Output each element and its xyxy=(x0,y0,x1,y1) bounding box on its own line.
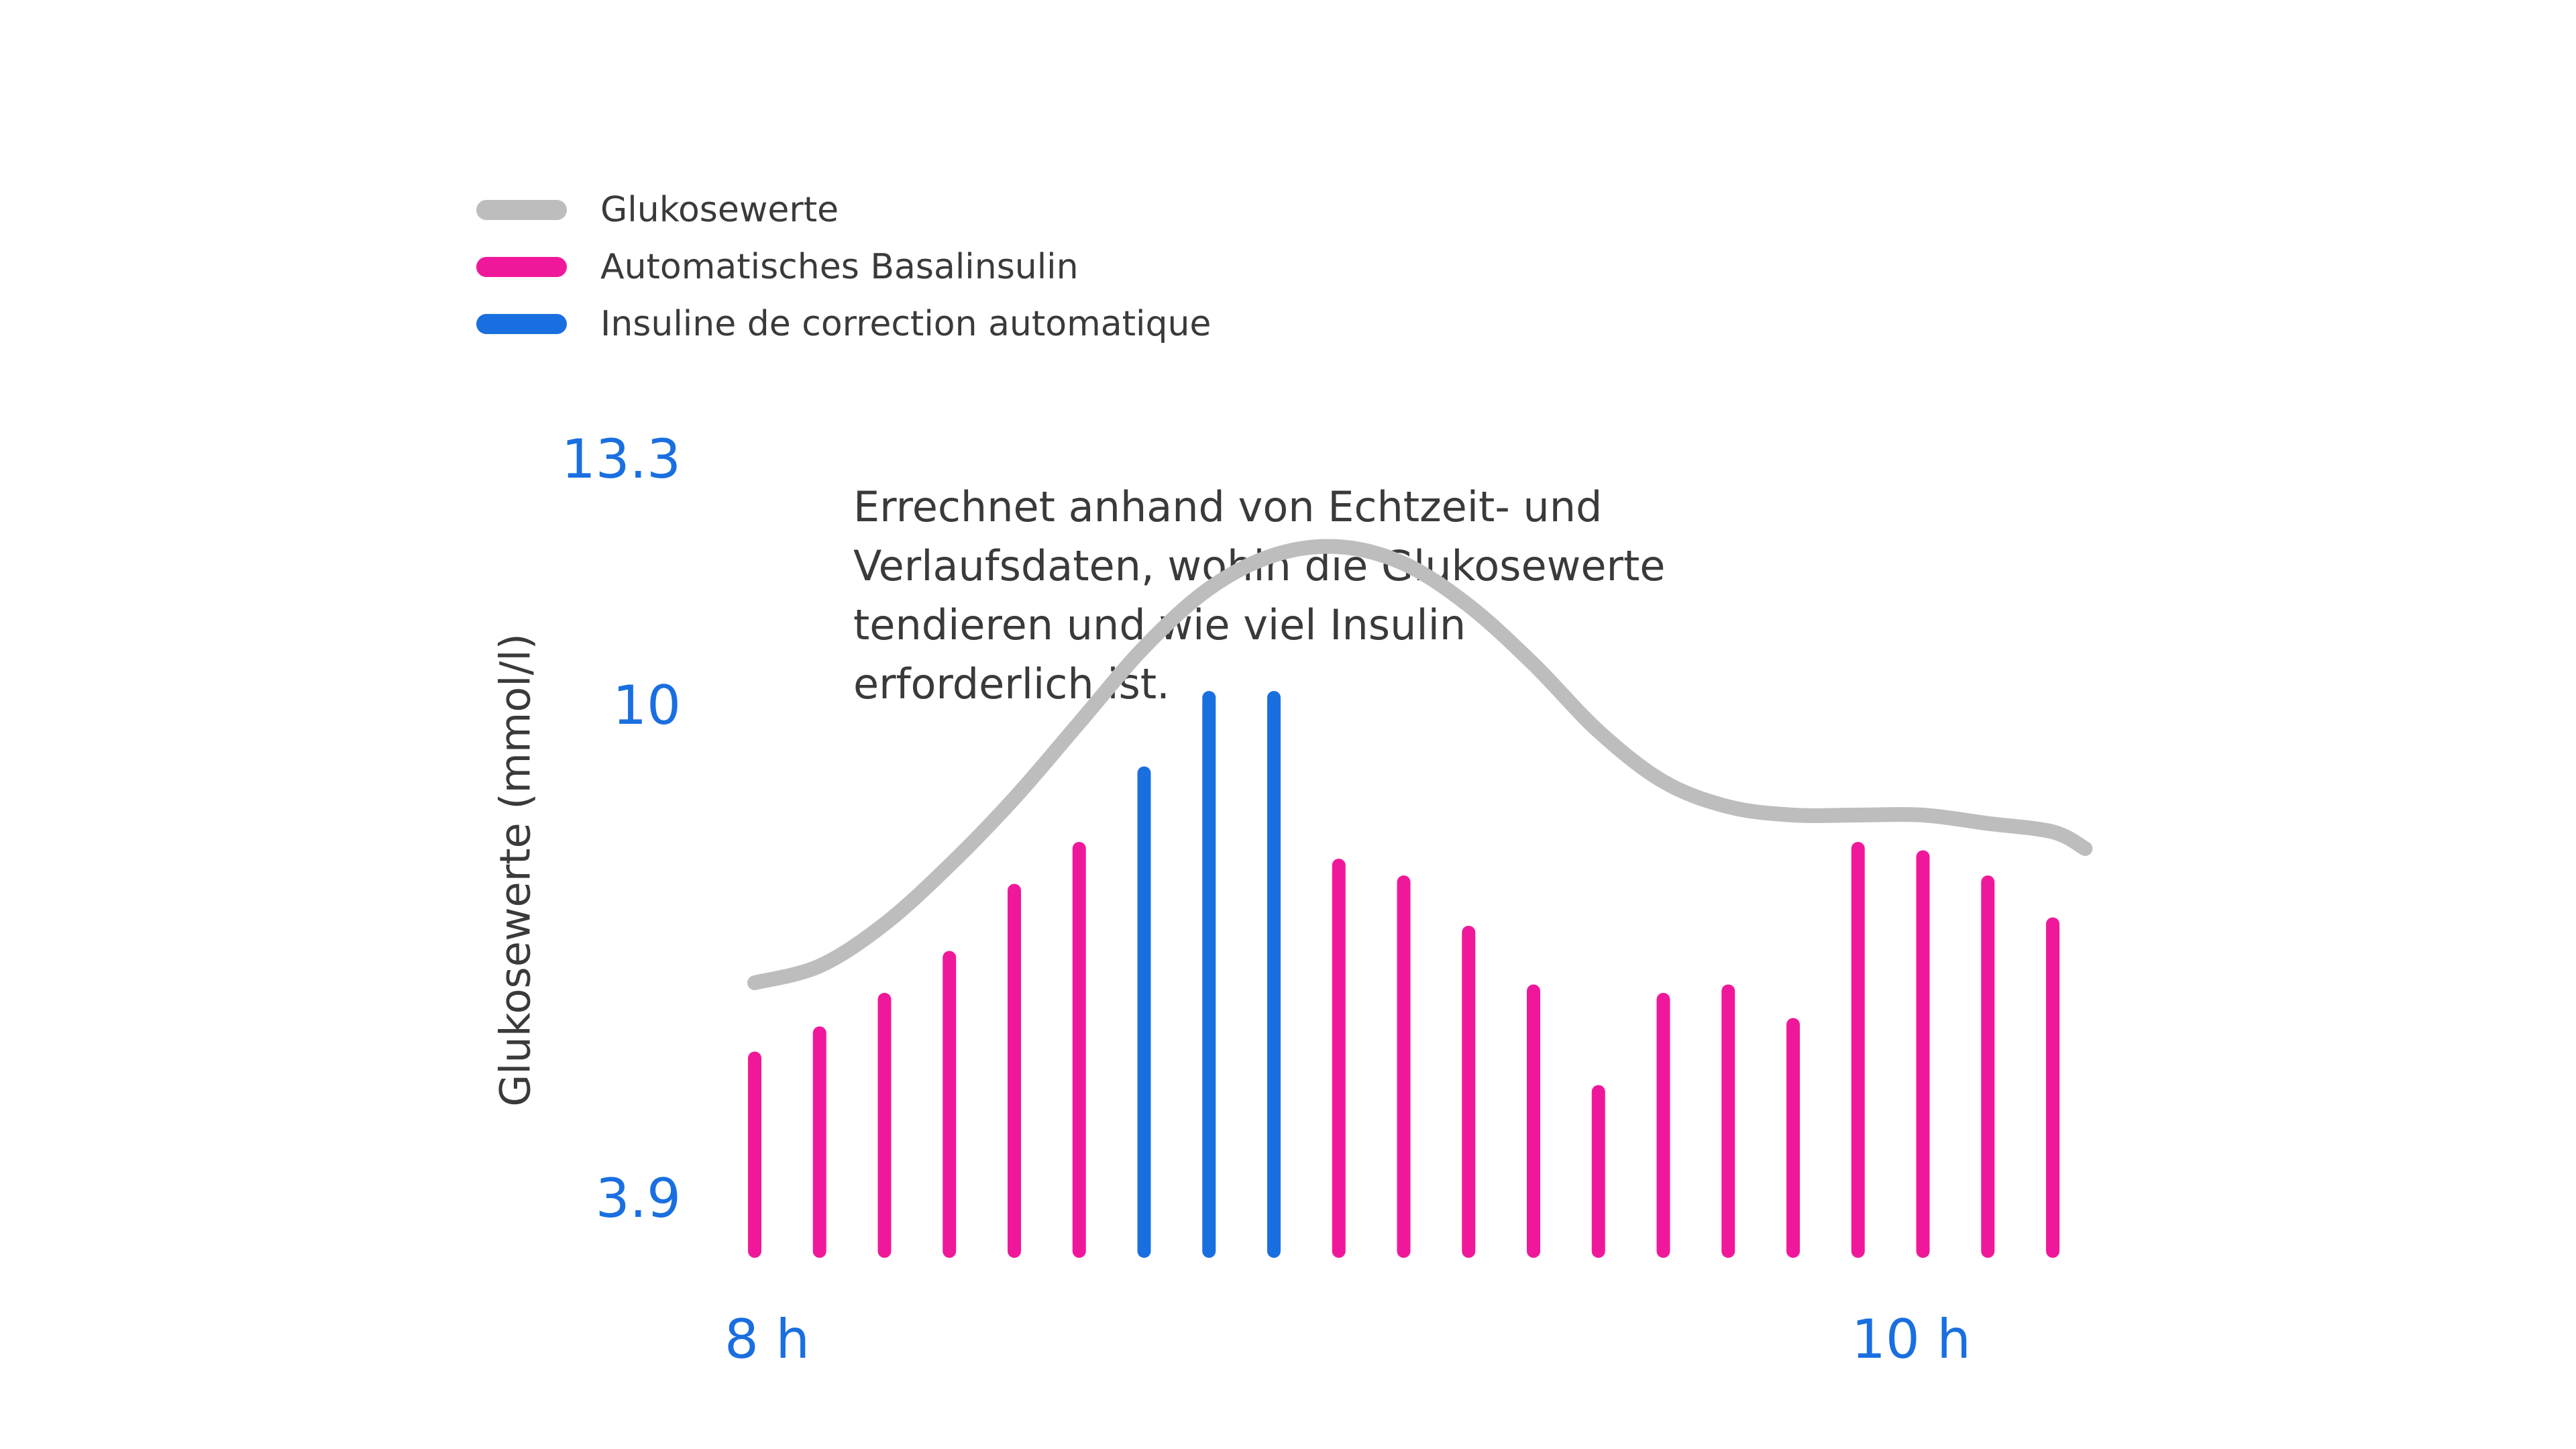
legend-label-glucose: Glukosewerte xyxy=(600,189,839,230)
bars xyxy=(748,691,2059,1258)
annotation-text: Errechnet anhand von Echtzeit- und Verla… xyxy=(853,478,1792,714)
legend-item-basal-insulin: Automatisches Basalinsulin xyxy=(476,238,1211,295)
legend-swatch-glucose xyxy=(476,199,567,220)
legend-item-correction-insulin: Insuline de correction automatique xyxy=(476,295,1211,352)
y-tick-label-3-9: 3.9 xyxy=(595,1167,681,1230)
glucose-line xyxy=(747,539,2093,990)
legend: Glukosewerte Automatisches Basalinsulin … xyxy=(476,181,1211,352)
y-tick-label-13-3: 13.3 xyxy=(561,428,681,490)
x-tick-label-8h: 8 h xyxy=(724,1308,810,1371)
legend-label-basal-insulin: Automatisches Basalinsulin xyxy=(600,246,1079,287)
glucose-line-group xyxy=(747,539,2093,990)
x-tick-label-10h: 10 h xyxy=(1851,1308,1971,1371)
legend-item-glucose: Glukosewerte xyxy=(476,181,1211,238)
legend-swatch-basal-insulin xyxy=(476,256,567,277)
annotation-line-1: Errechnet anhand von Echtzeit- und xyxy=(853,482,1603,531)
legend-label-correction-insulin: Insuline de correction automatique xyxy=(600,303,1212,344)
legend-swatch-correction-insulin xyxy=(476,313,567,334)
y-tick-label-10: 10 xyxy=(612,674,681,737)
